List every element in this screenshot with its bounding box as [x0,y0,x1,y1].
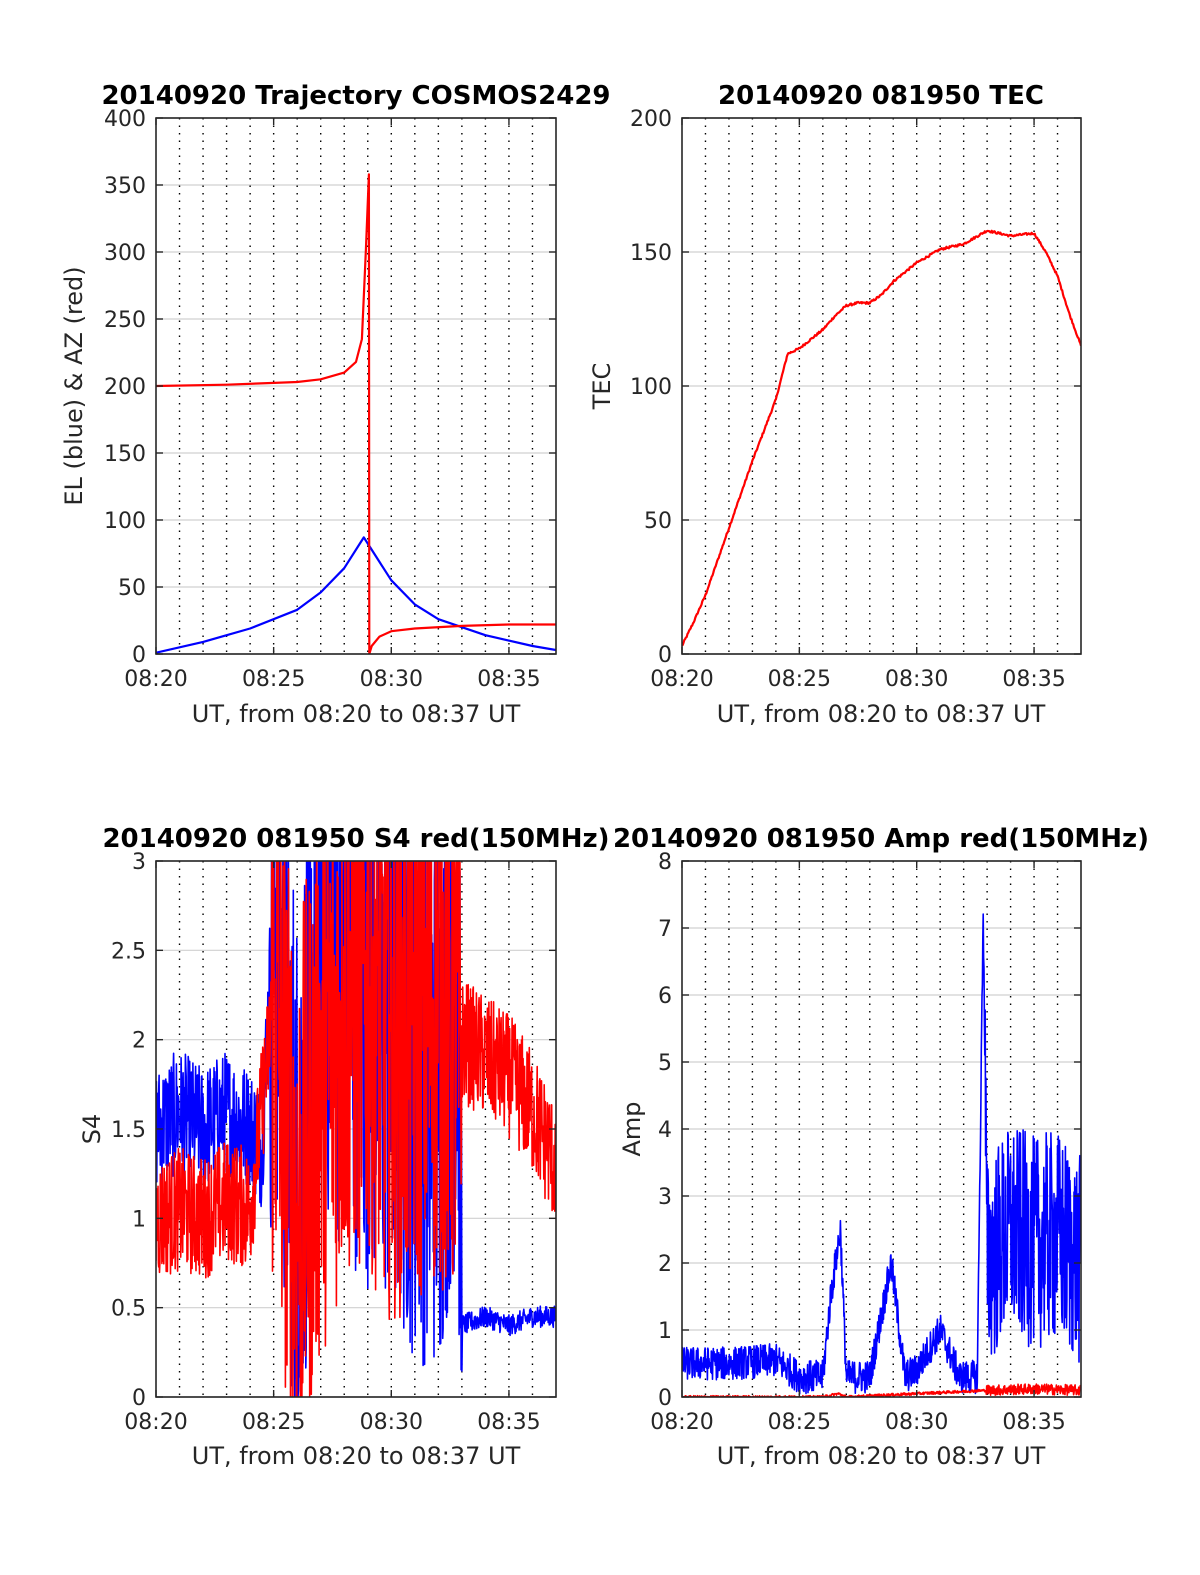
s4-xtick-label: 08:35 [477,1410,540,1435]
tec-series-group [682,229,1081,647]
s4-title: 20140920 081950 S4 red(150MHz) [102,824,609,854]
trajectory-ytick-label: 0 [132,643,146,668]
trajectory-ytick-label: 100 [104,509,146,534]
trajectory-ylabel: EL (blue) & AZ (red) [60,266,88,505]
amp-title: 20140920 081950 Amp red(150MHz) [613,824,1149,854]
amp-ytick-label: 1 [658,1319,672,1344]
amp-ytick-label: 6 [658,984,672,1009]
amp-ytick-label: 4 [658,1118,672,1143]
amp-series-group [682,913,1081,1397]
trajectory-grid [156,117,556,655]
s4-xtick-label: 08:20 [124,1410,187,1435]
amp-ytick-label: 5 [658,1051,672,1076]
amp-xtick-label: 08:25 [768,1410,831,1435]
s4-series-blue-line [156,861,556,1397]
amp-ytick-label: 8 [658,850,672,875]
s4-xtick-label: 08:25 [242,1410,305,1435]
trajectory-xlabel: UT, from 08:20 to 08:37 UT [192,700,521,728]
trajectory-xtick-label: 08:20 [124,667,187,692]
s4-ytick-label: 0.5 [111,1297,146,1322]
tec-title: 20140920 081950 TEC [718,81,1044,111]
trajectory-ytick-label: 400 [104,107,146,132]
s4-series-red-line [156,861,556,1397]
tec-ytick-label: 50 [644,509,672,534]
trajectory-series-group [156,173,556,654]
trajectory-xtick-label: 08:30 [360,667,423,692]
tec-grid [682,117,1081,655]
s4-xlabel: UT, from 08:20 to 08:37 UT [192,1442,521,1470]
amp-ylabel: Amp [618,1101,646,1156]
s4-xtick-label: 08:30 [360,1410,423,1435]
tec-ytick-label: 0 [658,643,672,668]
trajectory-ytick-label: 250 [104,308,146,333]
trajectory-ytick-label: 150 [104,442,146,467]
s4-ylabel: S4 [78,1114,106,1145]
trajectory-title: 20140920 Trajectory COSMOS2429 [101,81,610,111]
tec-xtick-label: 08:20 [650,667,713,692]
amp-xtick-label: 08:30 [885,1410,948,1435]
s4-ytick-label: 1.5 [111,1118,146,1143]
tec-xtick-label: 08:35 [1002,667,1065,692]
trajectory-panel: 20140920 Trajectory COSMOS2429 UT, from … [60,81,611,728]
amp-ytick-label: 0 [658,1386,672,1411]
trajectory-ytick-label: 300 [104,241,146,266]
s4-panel: 20140920 081950 S4 red(150MHz) UT, from … [78,824,610,1470]
s4-ytick-label: 1 [132,1207,146,1232]
trajectory-series-blue-line [156,536,556,654]
trajectory-ytick-label: 350 [104,174,146,199]
tec-ytick-label: 150 [630,241,672,266]
amp-series-red-line [682,1383,1081,1397]
trajectory-ytick-label: 50 [118,576,146,601]
amp-ytick-label: 3 [658,1185,672,1210]
amp-xtick-label: 08:35 [1002,1410,1065,1435]
trajectory-ytick-label: 200 [104,375,146,400]
amp-ytick-label: 2 [658,1252,672,1277]
tec-panel: 20140920 081950 TEC UT, from 08:20 to 08… [588,81,1082,728]
amp-series-blue-line [682,913,1081,1395]
tec-xtick-label: 08:30 [885,667,948,692]
s4-ytick-label: 2.5 [111,939,146,964]
s4-series-group [156,861,556,1397]
trajectory-series-red-line [156,173,556,654]
tec-xtick-label: 08:25 [768,667,831,692]
amp-ytick-label: 7 [658,917,672,942]
tec-ytick-label: 200 [630,107,672,132]
amp-xlabel: UT, from 08:20 to 08:37 UT [717,1442,1046,1470]
trajectory-xtick-label: 08:25 [242,667,305,692]
amp-xtick-label: 08:20 [650,1410,713,1435]
tec-ytick-label: 100 [630,375,672,400]
s4-ytick-label: 3 [132,850,146,875]
amp-panel: 20140920 081950 Amp red(150MHz) UT, from… [613,824,1149,1470]
tec-xlabel: UT, from 08:20 to 08:37 UT [717,700,1046,728]
s4-ytick-label: 2 [132,1029,146,1054]
tec-series-red-line [682,229,1081,647]
s4-ytick-label: 0 [132,1386,146,1411]
tec-ylabel: TEC [588,363,616,411]
trajectory-xtick-label: 08:35 [477,667,540,692]
